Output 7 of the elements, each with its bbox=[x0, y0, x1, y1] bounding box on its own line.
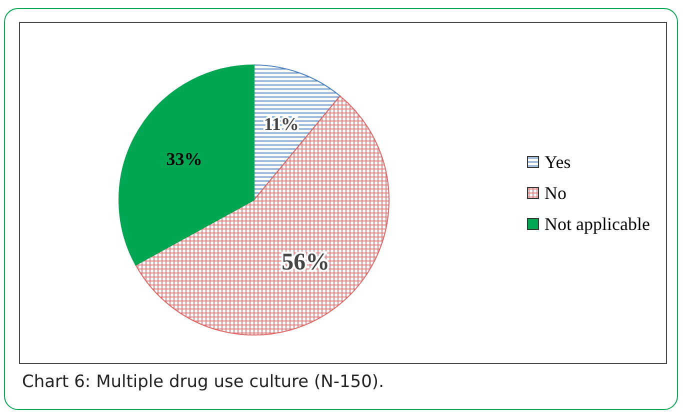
pie-slice bbox=[118, 64, 254, 266]
data-label: 33% bbox=[166, 148, 202, 169]
legend-label: Not applicable bbox=[544, 214, 650, 234]
caption: Chart 6: Multiple drug use culture (N-150). bbox=[22, 372, 384, 392]
legend-label: Yes bbox=[544, 152, 571, 172]
pie-slice bbox=[135, 95, 390, 336]
legend-label: No bbox=[544, 182, 567, 204]
